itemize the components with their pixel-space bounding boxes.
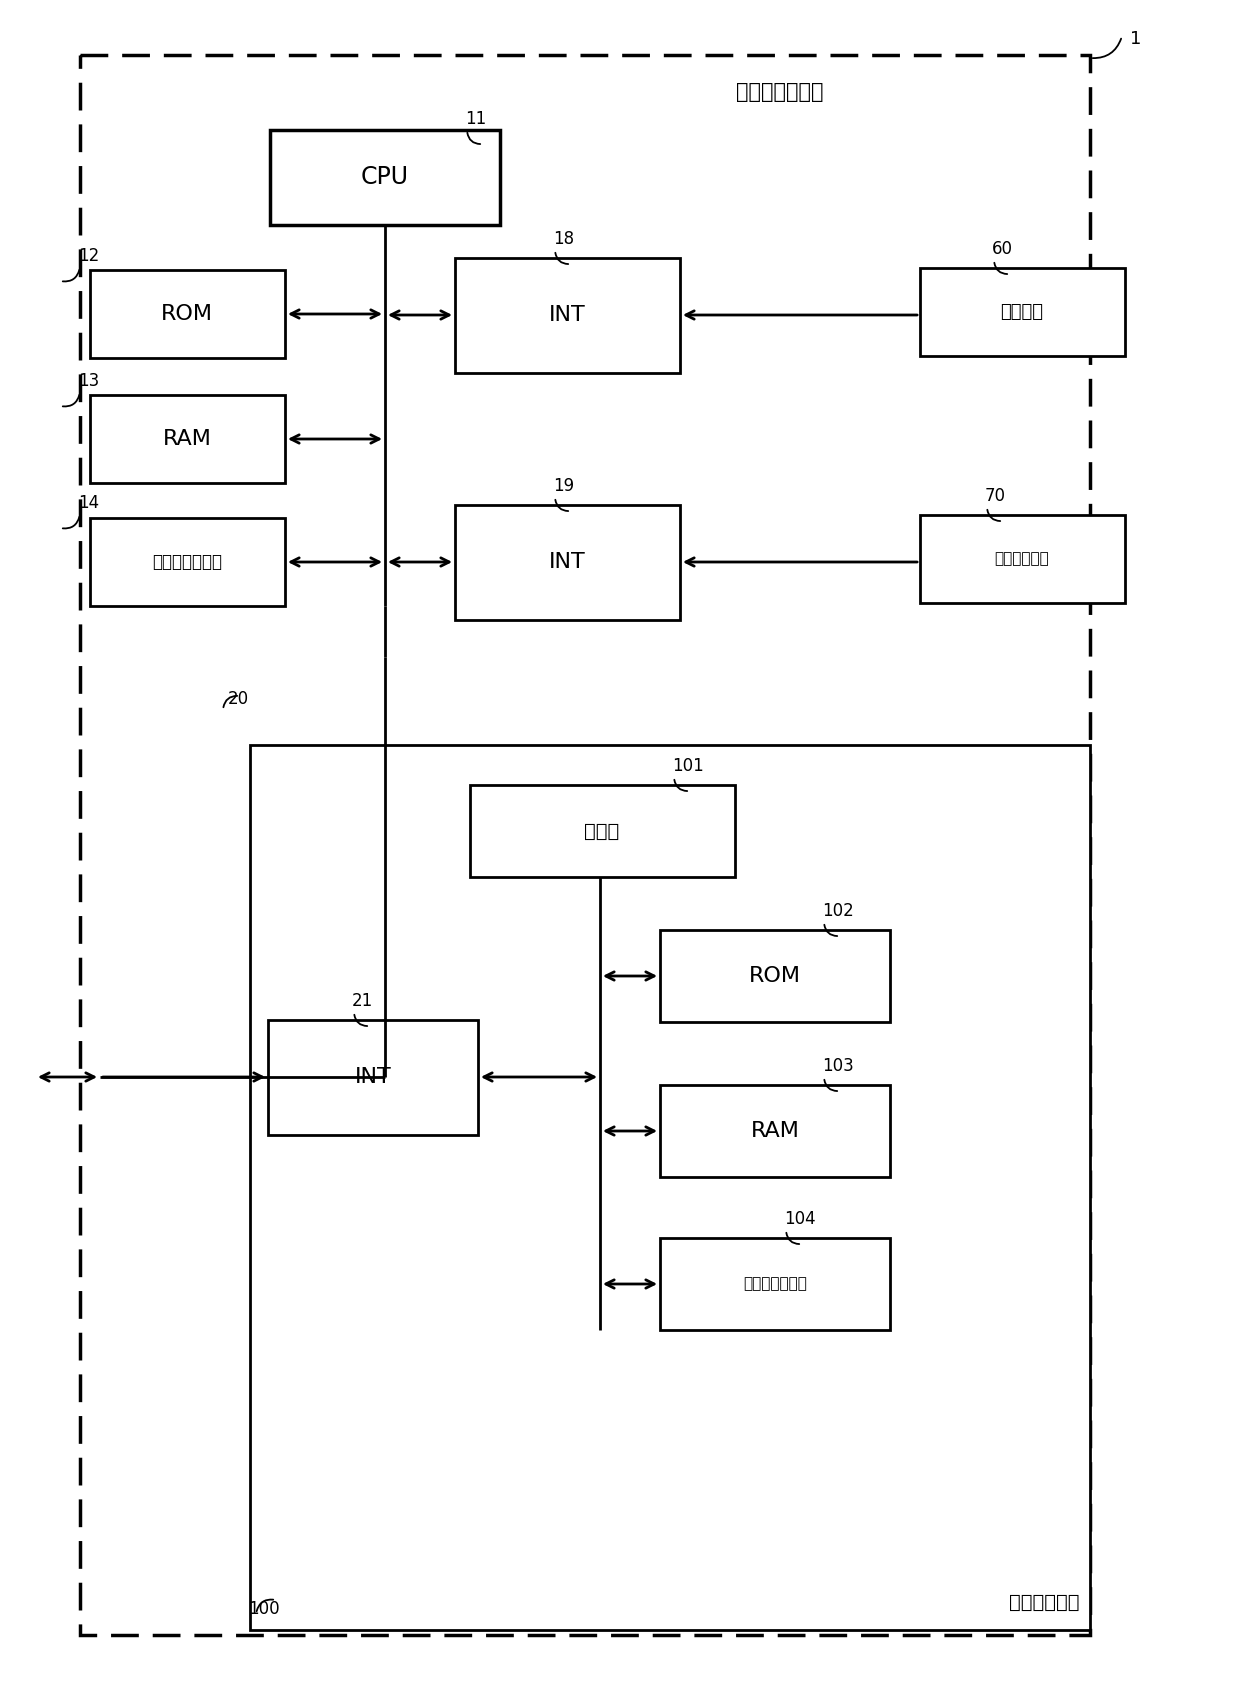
Text: 形状测量装置: 形状测量装置 (994, 551, 1049, 566)
Text: 1: 1 (1130, 31, 1141, 47)
Text: 60: 60 (992, 241, 1013, 258)
Text: 19: 19 (553, 477, 574, 495)
Text: 13: 13 (78, 371, 99, 390)
Text: 70: 70 (985, 487, 1006, 505)
Text: ROM: ROM (749, 967, 801, 985)
Text: 102: 102 (822, 902, 854, 919)
Bar (455, 258, 680, 373)
Bar (268, 1019, 477, 1135)
Bar (81, 54, 1090, 1635)
Text: 21: 21 (352, 992, 373, 1011)
Bar (660, 1085, 890, 1177)
Text: 12: 12 (78, 248, 99, 265)
Text: RAM: RAM (750, 1121, 800, 1141)
Text: 104: 104 (784, 1209, 816, 1228)
Bar (91, 395, 285, 483)
Text: 103: 103 (822, 1057, 854, 1075)
Text: INT: INT (548, 305, 585, 326)
Bar (455, 505, 680, 621)
Bar (91, 517, 285, 605)
Bar (920, 516, 1125, 604)
Bar (660, 929, 890, 1023)
Text: ROM: ROM (161, 304, 213, 324)
Bar (250, 745, 1090, 1630)
Text: 控制装置: 控制装置 (1001, 304, 1044, 321)
Text: 非易失性存储器: 非易失性存储器 (743, 1277, 807, 1291)
Text: CPU: CPU (361, 165, 409, 188)
Text: 机器学习装置: 机器学习装置 (1009, 1593, 1080, 1611)
Text: 处理器: 处理器 (584, 821, 620, 841)
Text: INT: INT (548, 551, 585, 572)
Bar (470, 785, 735, 877)
Bar (270, 131, 500, 226)
Bar (91, 270, 285, 358)
Text: 18: 18 (553, 231, 574, 248)
Text: 11: 11 (465, 110, 486, 127)
Text: 20: 20 (228, 690, 249, 707)
Bar (920, 268, 1125, 356)
Text: 14: 14 (78, 494, 99, 512)
Bar (660, 1238, 890, 1330)
Text: 非易失性存储器: 非易失性存储器 (153, 553, 222, 572)
Text: 101: 101 (672, 756, 704, 775)
Text: 热位移修正装置: 热位移修正装置 (737, 81, 823, 102)
Text: INT: INT (355, 1067, 392, 1087)
Text: RAM: RAM (162, 429, 212, 449)
Text: 100: 100 (248, 1599, 280, 1618)
